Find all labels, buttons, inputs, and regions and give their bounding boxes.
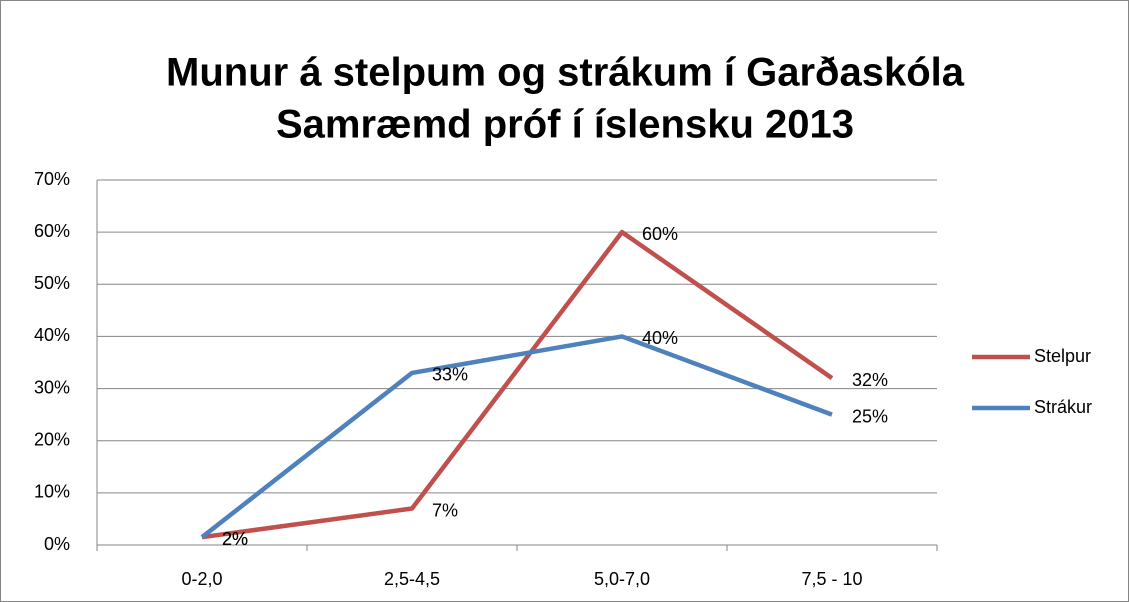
y-tick-label: 40% (34, 325, 70, 345)
legend-label: Strákur (1034, 397, 1092, 417)
y-tick-label: 30% (34, 377, 70, 397)
x-tick-label: 2,5-4,5 (384, 569, 440, 589)
y-tick-label: 10% (34, 482, 70, 502)
data-label: 33% (432, 365, 468, 385)
series-line (200, 334, 833, 539)
chart-title: Munur á stelpum og strákum í Garðaskóla (166, 51, 965, 95)
data-label: 60% (642, 224, 678, 244)
y-tick-label: 60% (34, 221, 70, 241)
data-label: 40% (642, 328, 678, 348)
data-label: 2% (222, 529, 248, 549)
data-label: 7% (432, 500, 458, 520)
x-tick-label: 0-2,0 (181, 569, 222, 589)
x-tick-label: 7,5 - 10 (801, 569, 862, 589)
y-tick-label: 50% (34, 273, 70, 293)
series-line (201, 229, 834, 540)
chart-title: Samræmd próf í íslensku 2013 (276, 103, 854, 147)
y-tick-label: 20% (34, 429, 70, 449)
x-tick-label: 5,0-7,0 (594, 569, 650, 589)
y-tick-label: 70% (34, 169, 70, 189)
data-label: 2% (222, 529, 248, 549)
data-label: 32% (852, 370, 888, 390)
y-tick-label: 0% (44, 534, 70, 554)
legend-label: Stelpur (1034, 346, 1091, 366)
data-label: 25% (852, 406, 888, 426)
